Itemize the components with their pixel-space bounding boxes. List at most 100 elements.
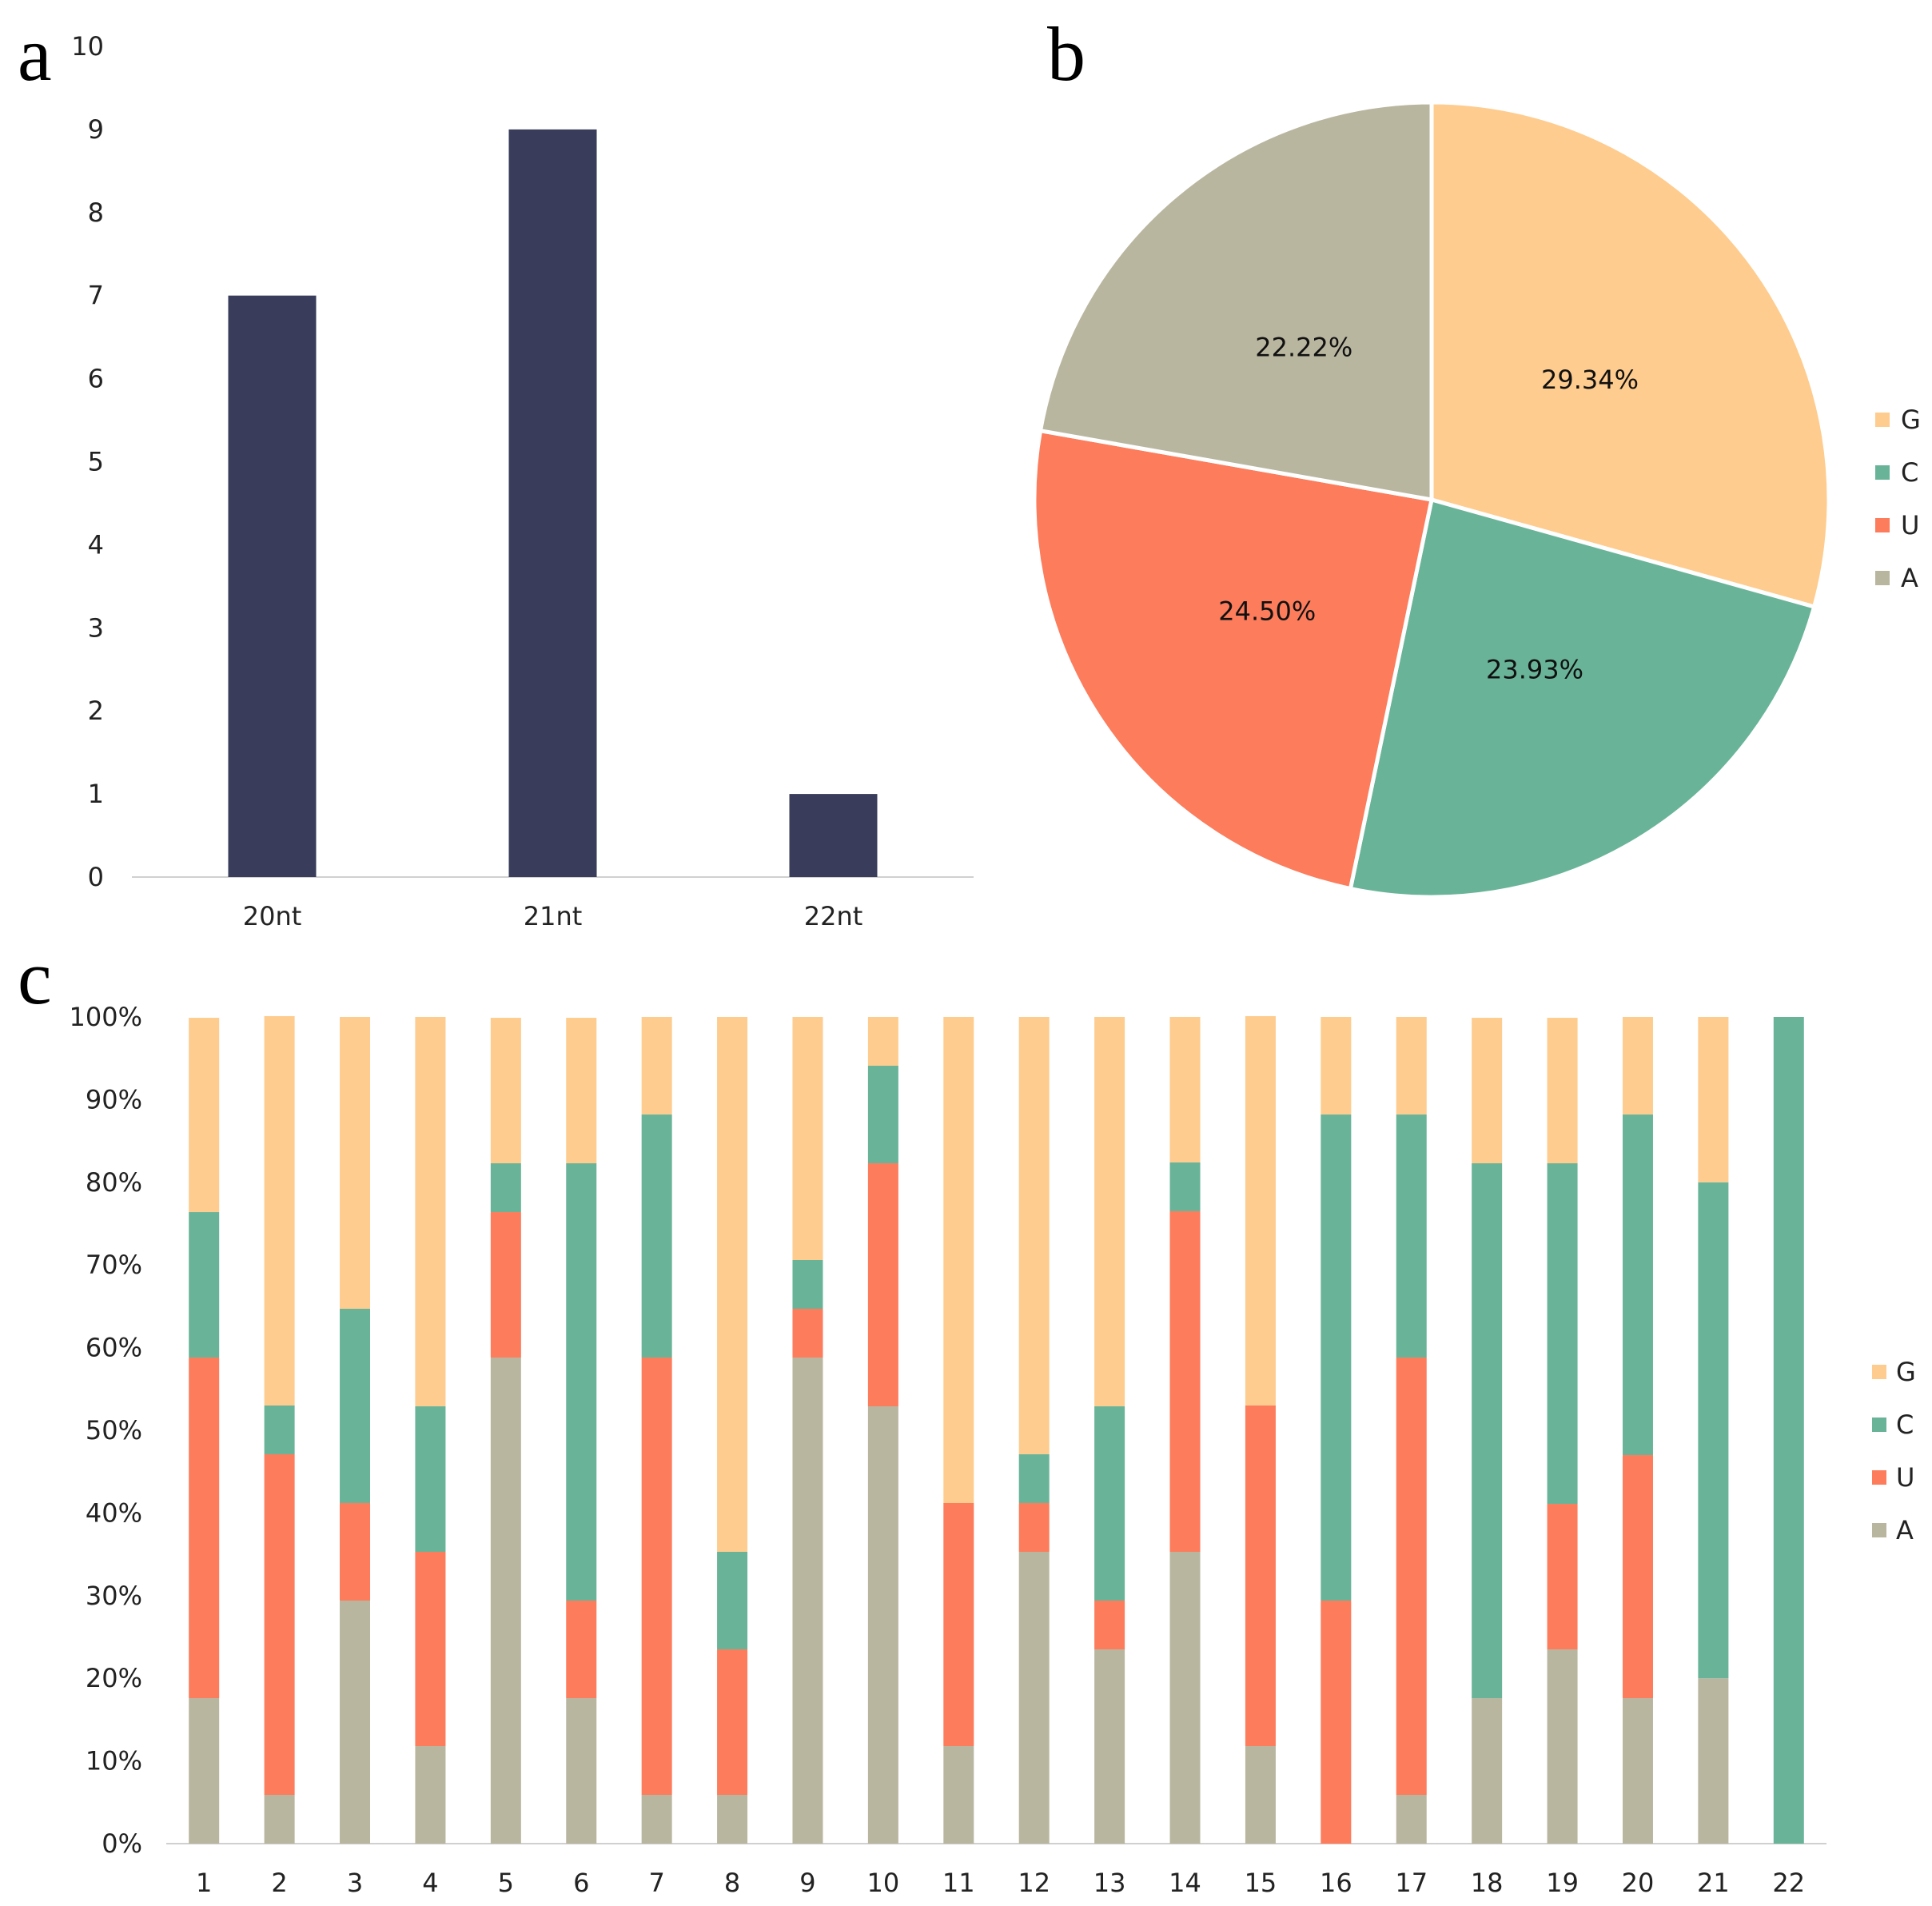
- bar-segment-G-pos6: [566, 1018, 597, 1164]
- x-tick-label: 21: [1697, 1868, 1730, 1898]
- bar-segment-U-pos6: [566, 1601, 597, 1699]
- legend-label: C: [1901, 457, 1918, 488]
- x-tick-label: 17: [1395, 1868, 1428, 1898]
- x-tick-label: 5: [498, 1868, 514, 1898]
- pie-slice-label: 22.22%: [1255, 333, 1352, 363]
- bar-segment-A-pos13: [1094, 1649, 1125, 1844]
- bar-segment-G-pos5: [490, 1018, 521, 1164]
- y-tick-label: 6: [88, 364, 104, 394]
- x-tick-label: 8: [724, 1868, 740, 1898]
- bar-segment-C-pos14: [1169, 1162, 1201, 1211]
- x-tick-label: 1: [196, 1868, 212, 1898]
- y-tick-label: 5: [88, 447, 104, 477]
- y-tick-label: 2: [88, 696, 104, 726]
- bar-segment-A-pos5: [490, 1358, 521, 1844]
- bar-segment-C-pos12: [1018, 1453, 1050, 1503]
- x-tick-label: 7: [648, 1868, 664, 1898]
- bar-segment-A-pos3: [340, 1601, 371, 1844]
- bar-segment-A-pos11: [943, 1745, 974, 1844]
- bar-segment-G-pos13: [1094, 1017, 1125, 1407]
- x-tick-label: 14: [1169, 1868, 1201, 1898]
- x-tick-label: 6: [573, 1868, 589, 1898]
- bar-segment-C-pos4: [415, 1406, 446, 1552]
- bar-segment-C-pos17: [1396, 1114, 1427, 1358]
- y-tick-label: 70%: [86, 1250, 142, 1280]
- bar-segment-U-pos19: [1547, 1504, 1578, 1650]
- y-tick-label: 60%: [86, 1333, 142, 1363]
- bar-segment-G-pos1: [189, 1018, 220, 1213]
- bar-segment-C-pos8: [717, 1551, 748, 1650]
- pie-slice-label: 24.50%: [1218, 596, 1316, 626]
- legend-label: A: [1896, 1515, 1914, 1545]
- y-tick-label: 8: [88, 197, 104, 228]
- legend-swatch-G: [1872, 1365, 1886, 1379]
- x-tick-label: 22nt: [804, 901, 863, 931]
- bar-segment-A-pos10: [867, 1406, 898, 1844]
- pie-slice-G: [1429, 100, 1831, 610]
- bar-segment-A-pos17: [1396, 1794, 1427, 1844]
- bar-segment-G-pos7: [641, 1017, 672, 1115]
- bar-segment-U-pos8: [717, 1649, 748, 1795]
- bar-segment-G-pos15: [1245, 1015, 1276, 1406]
- bar-segment-G-pos10: [867, 1017, 898, 1067]
- panel-b-letter: b: [1047, 11, 1086, 97]
- bar-segment-C-pos21: [1698, 1182, 1729, 1679]
- bar-segment-C-pos9: [792, 1259, 823, 1310]
- x-tick-label: 12: [1018, 1868, 1050, 1898]
- bar-segment-G-pos16: [1321, 1017, 1352, 1115]
- y-tick-label: 90%: [86, 1084, 142, 1114]
- panel-a-letter: a: [18, 11, 52, 97]
- bar-segment-A-pos9: [792, 1358, 823, 1844]
- bar-segment-G-pos11: [943, 1017, 974, 1503]
- bar-segment-A-pos2: [264, 1794, 295, 1844]
- legend-swatch-A: [1872, 1523, 1886, 1537]
- stacked-bar-chart-positions: 0%10%20%30%40%50%60%70%80%90%100%1 2 3 4 5 6 7…: [70, 1002, 1916, 1898]
- y-tick-label: 30%: [86, 1581, 142, 1611]
- y-tick-label: 4: [88, 529, 104, 560]
- legend-label: U: [1901, 510, 1919, 540]
- y-tick-label: 80%: [86, 1167, 142, 1198]
- bar-segment-C-pos10: [867, 1066, 898, 1164]
- legend-swatch-C: [1875, 465, 1890, 480]
- legend-label: C: [1896, 1410, 1914, 1440]
- legend-label: G: [1901, 405, 1921, 435]
- x-tick-label: 22: [1772, 1868, 1805, 1898]
- bar-segment-U-pos17: [1396, 1358, 1427, 1795]
- bar-segment-A-pos1: [189, 1698, 220, 1844]
- bar-segment-C-pos20: [1622, 1114, 1653, 1456]
- x-tick-label: 20nt: [243, 901, 302, 931]
- y-tick-label: 3: [88, 612, 104, 643]
- bar-segment-U-pos13: [1094, 1601, 1125, 1650]
- y-tick-label: 1: [88, 779, 104, 809]
- bar-segment-C-pos13: [1094, 1406, 1125, 1601]
- pie-slice-A: [1038, 100, 1434, 502]
- bar-segment-G-pos3: [340, 1017, 371, 1310]
- legend-swatch-C: [1872, 1418, 1886, 1432]
- bar-segment-C-pos7: [641, 1114, 672, 1358]
- bar-segment-U-pos14: [1169, 1210, 1201, 1552]
- bar-segment-C-pos5: [490, 1163, 521, 1213]
- bar-segment-U-pos7: [641, 1358, 672, 1795]
- bar-segment-U-pos3: [340, 1502, 371, 1601]
- bar-segment-U-pos11: [943, 1502, 974, 1746]
- bar-segment-U-pos1: [189, 1358, 220, 1699]
- x-tick-label: 13: [1093, 1868, 1126, 1898]
- x-tick-label: 15: [1245, 1868, 1277, 1898]
- bar-segment-A-pos18: [1472, 1698, 1503, 1844]
- y-tick-label: 0%: [102, 1828, 142, 1859]
- bar-segment-U-pos5: [490, 1212, 521, 1358]
- bar-segment-U-pos10: [867, 1163, 898, 1407]
- legend-label: U: [1896, 1462, 1914, 1493]
- x-tick-label: 10: [867, 1868, 900, 1898]
- bar-segment-G-pos18: [1472, 1018, 1503, 1164]
- legend-swatch-U: [1875, 518, 1890, 532]
- bar-segment-A-pos4: [415, 1745, 446, 1844]
- legend-swatch-G: [1875, 413, 1890, 427]
- y-tick-label: 20%: [86, 1663, 142, 1693]
- x-tick-label: 20: [1622, 1868, 1655, 1898]
- bar-segment-C-pos3: [340, 1309, 371, 1503]
- bar-22nt: [789, 794, 878, 877]
- x-tick-label: 21nt: [524, 901, 583, 931]
- bar-segment-A-pos8: [717, 1794, 748, 1844]
